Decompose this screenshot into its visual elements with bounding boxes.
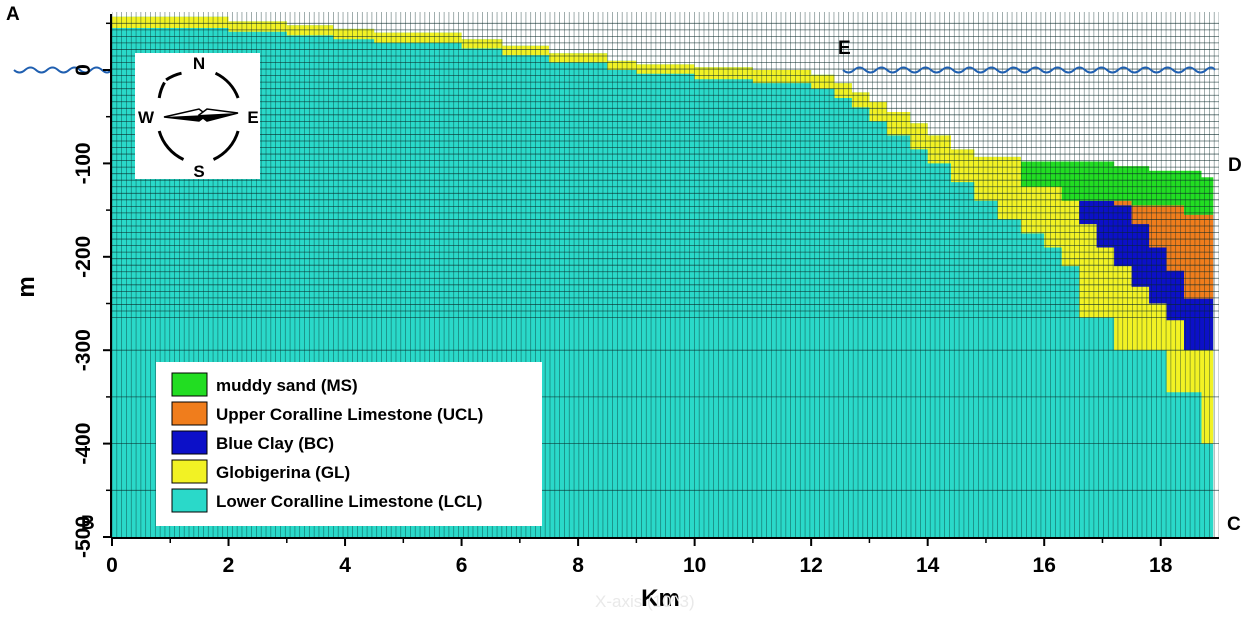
compass-n: N (193, 54, 205, 73)
x-tick-label: 4 (339, 554, 351, 577)
corner-label-c: C (1227, 514, 1241, 535)
compass-arc-ne (214, 71, 240, 99)
x-axis-label: Km (641, 585, 680, 612)
compass-needle-east-shade (199, 113, 238, 121)
legend-swatch-ucl (171, 401, 208, 426)
compass-arc-se (212, 130, 240, 161)
x-tick-label: 12 (799, 554, 822, 577)
legend-label-bc: Blue Clay (BC) (216, 434, 334, 453)
legend: muddy sand (MS) Upper Coralline Limeston… (156, 362, 542, 526)
compass-arc-w (157, 81, 166, 99)
compass-w: W (138, 108, 155, 127)
layer-muddy-sand (1020, 161, 1214, 215)
ghost-axis-label: X-axis (10^3) (595, 592, 695, 611)
y-tick-label: -300 (72, 329, 95, 371)
sea-surface-right (842, 66, 1216, 74)
layer-upper-coralline-limestone (1114, 200, 1214, 299)
compass-s: S (193, 162, 204, 181)
legend-label-lcl: Lower Coralline Limestone (LCL) (216, 492, 482, 511)
x-tick-label: 18 (1149, 554, 1173, 577)
y-axis-label: m (13, 276, 40, 297)
y-tick-label: -100 (72, 142, 95, 184)
legend-swatch-bc (171, 430, 208, 455)
y-axis-ticks: 0 -100 -200 -300 -400 -500 (72, 22, 111, 558)
x-tick-label: 6 (456, 554, 468, 577)
legend-label-gl: Globigerina (GL) (216, 463, 350, 482)
corner-label-b: B (81, 513, 95, 534)
y-tick-label: 0 (72, 64, 95, 76)
x-tick-label: 8 (572, 554, 584, 577)
y-tick-label: -500 (72, 516, 95, 558)
compass-rose: N S W E (135, 53, 260, 181)
sea-surface-left (13, 66, 112, 74)
x-tick-label: 10 (683, 554, 706, 577)
compass-arc-sw (157, 130, 185, 161)
x-tick-label: 0 (106, 554, 118, 577)
corner-label-d: D (1228, 155, 1242, 176)
y-tick-label: -200 (72, 236, 95, 278)
x-tick-label: 2 (223, 554, 235, 577)
legend-label-ucl: Upper Coralline Limestone (UCL) (216, 405, 483, 424)
x-tick-label: 14 (916, 554, 940, 577)
legend-swatch-ms (171, 372, 208, 397)
compass-e: E (247, 108, 258, 127)
y-tick-label: -400 (72, 423, 95, 465)
compass-arc-nw (165, 71, 182, 82)
legend-label-ms: muddy sand (MS) (216, 376, 358, 395)
x-tick-label: 16 (1033, 554, 1056, 577)
legend-swatch-gl (171, 459, 208, 484)
compass-needle-west-shade (164, 115, 207, 121)
x-axis-ticks: 0 2 4 6 8 10 12 14 16 18 (106, 538, 1173, 577)
corner-label-a: A (6, 4, 20, 25)
legend-swatch-lcl (171, 488, 208, 513)
coastline-label-e: E (838, 38, 851, 59)
legend-background (156, 362, 542, 526)
